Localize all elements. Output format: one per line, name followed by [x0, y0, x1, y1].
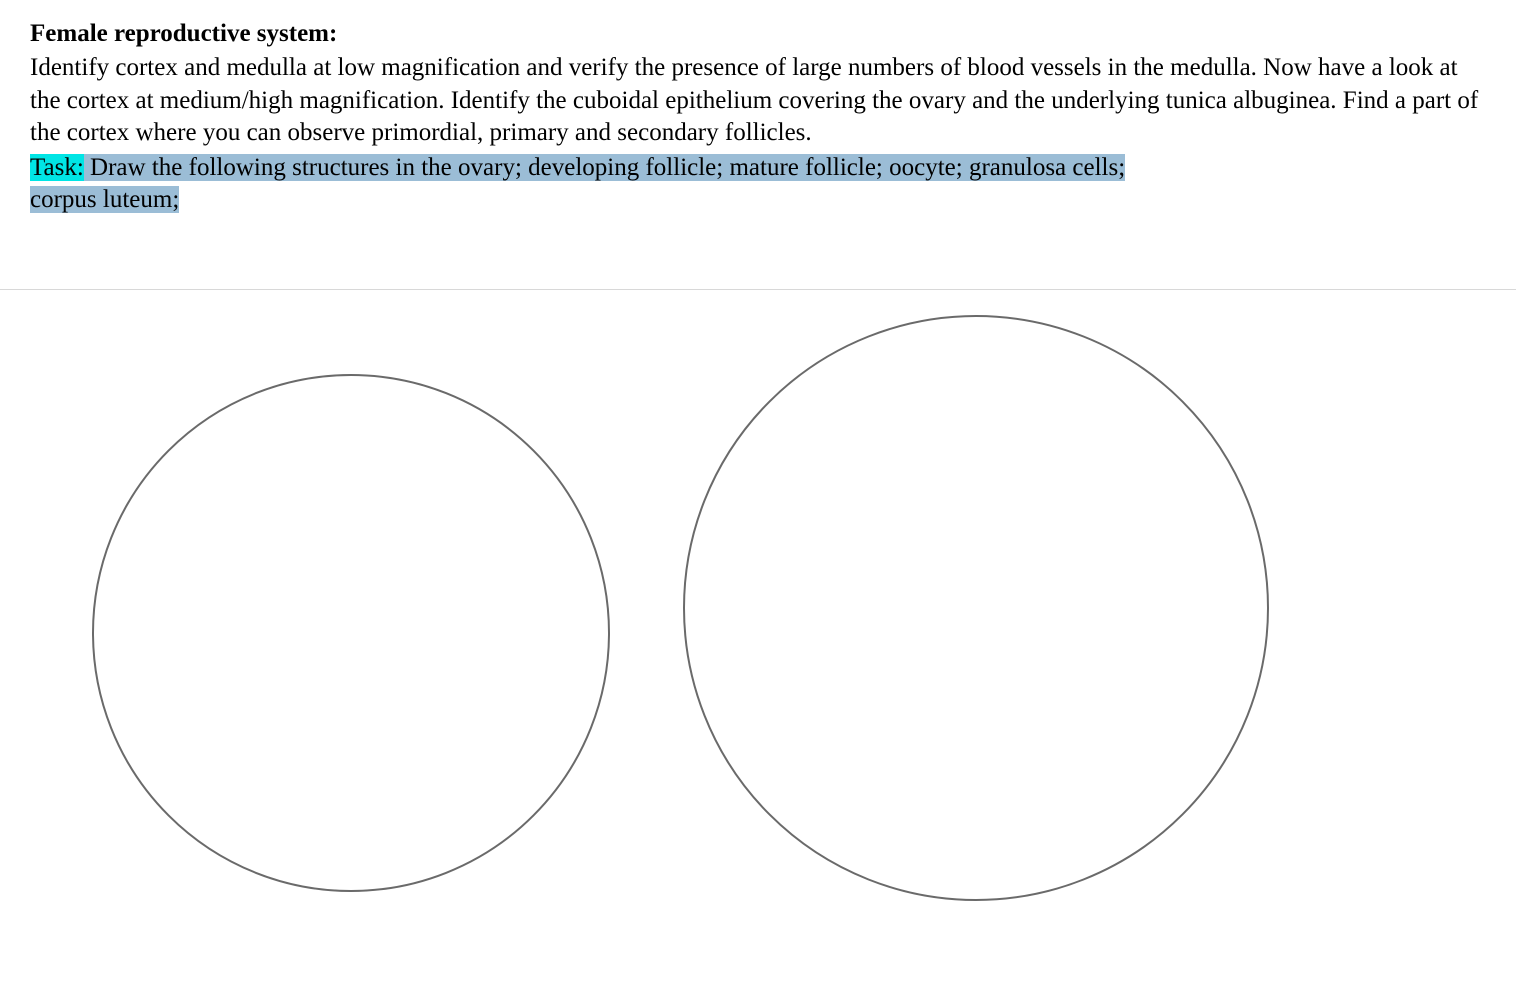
circle-left	[86, 308, 616, 958]
task-line: Task: Draw the following structures in t…	[30, 152, 1486, 217]
circles-container	[30, 308, 1486, 958]
section-divider	[0, 289, 1516, 290]
text-block: Female reproductive system: Identify cor…	[30, 20, 1486, 217]
circle-right-wrap	[676, 308, 1276, 958]
circle-left-shape	[93, 375, 609, 891]
body-paragraph: Identify cortex and medulla at low magni…	[30, 52, 1486, 150]
task-text-highlight-2: structures in the ovary; developing foll…	[292, 154, 1125, 181]
task-text-highlight-3: corpus luteum;	[30, 186, 179, 213]
circle-right-shape	[684, 316, 1268, 900]
task-text-highlight-1: Draw the following	[84, 154, 292, 181]
circle-right	[676, 308, 1276, 958]
task-label-highlight: Task:	[30, 154, 84, 181]
document-content: Female reproductive system: Identify cor…	[0, 0, 1516, 978]
circle-left-wrap	[86, 308, 616, 958]
section-heading: Female reproductive system:	[30, 20, 337, 47]
